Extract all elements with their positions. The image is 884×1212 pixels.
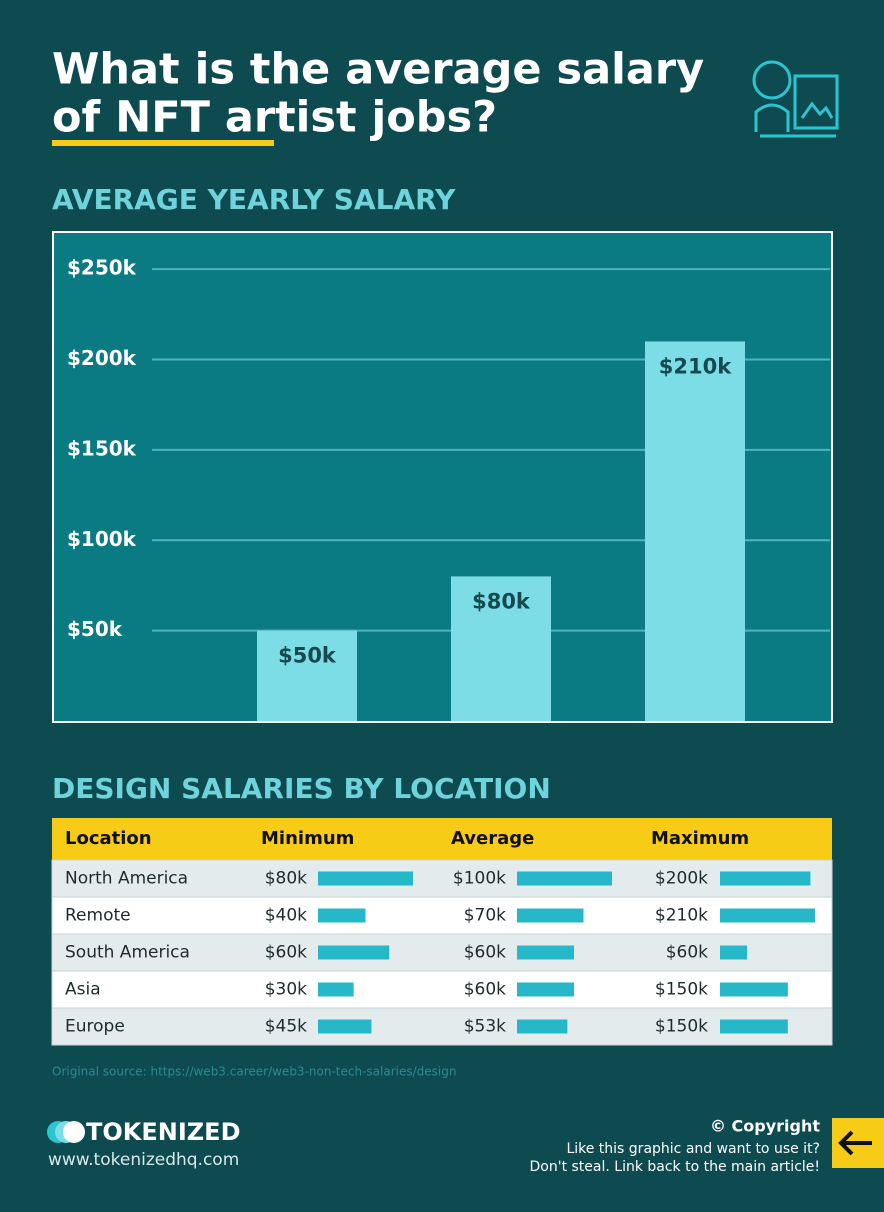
cell-value: $53k: [464, 1017, 506, 1037]
chart-title: AVERAGE YEARLY SALARY: [52, 183, 456, 216]
cell-value: $100k: [453, 869, 506, 889]
table-title: DESIGN SALARIES BY LOCATION: [52, 772, 551, 805]
title-line: of NFT artist jobs?: [52, 93, 497, 143]
chart: $50k $100k $150k $200k $250k $50k $80k $210k: [67, 256, 830, 721]
y-tick-label: $250k: [67, 256, 137, 280]
cell-value: $40k: [265, 906, 307, 926]
cell-bar: [720, 908, 815, 923]
cell-bar: [517, 945, 574, 960]
cell-value: $60k: [464, 943, 506, 963]
cell-value: $60k: [265, 943, 307, 963]
footer-line: Like this graphic and want to use it?: [566, 1141, 820, 1157]
bar: [257, 630, 357, 721]
cell-bar: [517, 1019, 568, 1034]
cell-bar: [318, 1019, 372, 1034]
cell-value: $60k: [464, 980, 506, 1000]
cell-bar: [720, 871, 811, 886]
url: www.tokenizedhq.com: [48, 1150, 239, 1170]
copyright: © Copyright: [710, 1117, 820, 1136]
cell-bar: [720, 1019, 788, 1034]
brand: TOKENIZED: [86, 1118, 241, 1146]
cell-value: $200k: [655, 869, 708, 889]
cell-bar: [720, 945, 748, 960]
logo-mark: [47, 1121, 85, 1143]
table-row: [51, 859, 833, 898]
cell-bar: [318, 982, 354, 997]
location: Europe: [65, 1017, 125, 1037]
column-header: Maximum: [651, 828, 749, 849]
location: Remote: [65, 906, 131, 926]
location: North America: [65, 869, 188, 889]
footer-line: Don't steal. Link back to the main artic…: [530, 1159, 821, 1175]
table-row: [51, 933, 833, 972]
column-header: Location: [65, 828, 152, 849]
location: Asia: [65, 980, 101, 1000]
cell-value: $150k: [655, 1017, 708, 1037]
cell-value: $30k: [265, 980, 307, 1000]
cell-bar: [318, 871, 413, 886]
source: Original source: https://web3.career/web…: [52, 1065, 456, 1079]
table-row: [51, 1007, 833, 1046]
cell-bar: [517, 908, 584, 923]
cell-value: $210k: [655, 906, 708, 926]
cell-bar: [517, 982, 574, 997]
table: Location Minimum Average Maximum North Ameri…: [51, 818, 833, 1046]
y-tick-label: $100k: [67, 527, 137, 551]
column-header: Average: [451, 828, 534, 849]
cell-bar: [318, 908, 366, 923]
table-header: [52, 818, 832, 860]
cell-bar: [517, 871, 612, 886]
y-tick-label: $150k: [67, 436, 137, 460]
table-row: [51, 896, 833, 935]
value-label: $50k: [278, 644, 337, 668]
y-tick-label: $50k: [67, 617, 123, 641]
title-line: What is the average salary: [52, 45, 704, 95]
cell-value: $80k: [265, 869, 307, 889]
column-header: Minimum: [261, 828, 354, 849]
bar: [645, 341, 745, 721]
y-tick-label: $200k: [67, 346, 137, 370]
cell-value: $70k: [464, 906, 506, 926]
cell-bar: [720, 982, 788, 997]
title-underline: [52, 140, 274, 146]
value-label: $80k: [472, 589, 531, 613]
cell-value: $150k: [655, 980, 708, 1000]
back-arrow: [838, 1130, 872, 1156]
cell-value: $45k: [265, 1017, 307, 1037]
location: South America: [65, 943, 190, 963]
table-row: [51, 970, 833, 1009]
artist-icon: [752, 60, 839, 138]
bar: [451, 576, 551, 721]
cell-value: $60k: [666, 943, 708, 963]
value-label: $210k: [659, 354, 732, 378]
cell-bar: [318, 945, 390, 960]
